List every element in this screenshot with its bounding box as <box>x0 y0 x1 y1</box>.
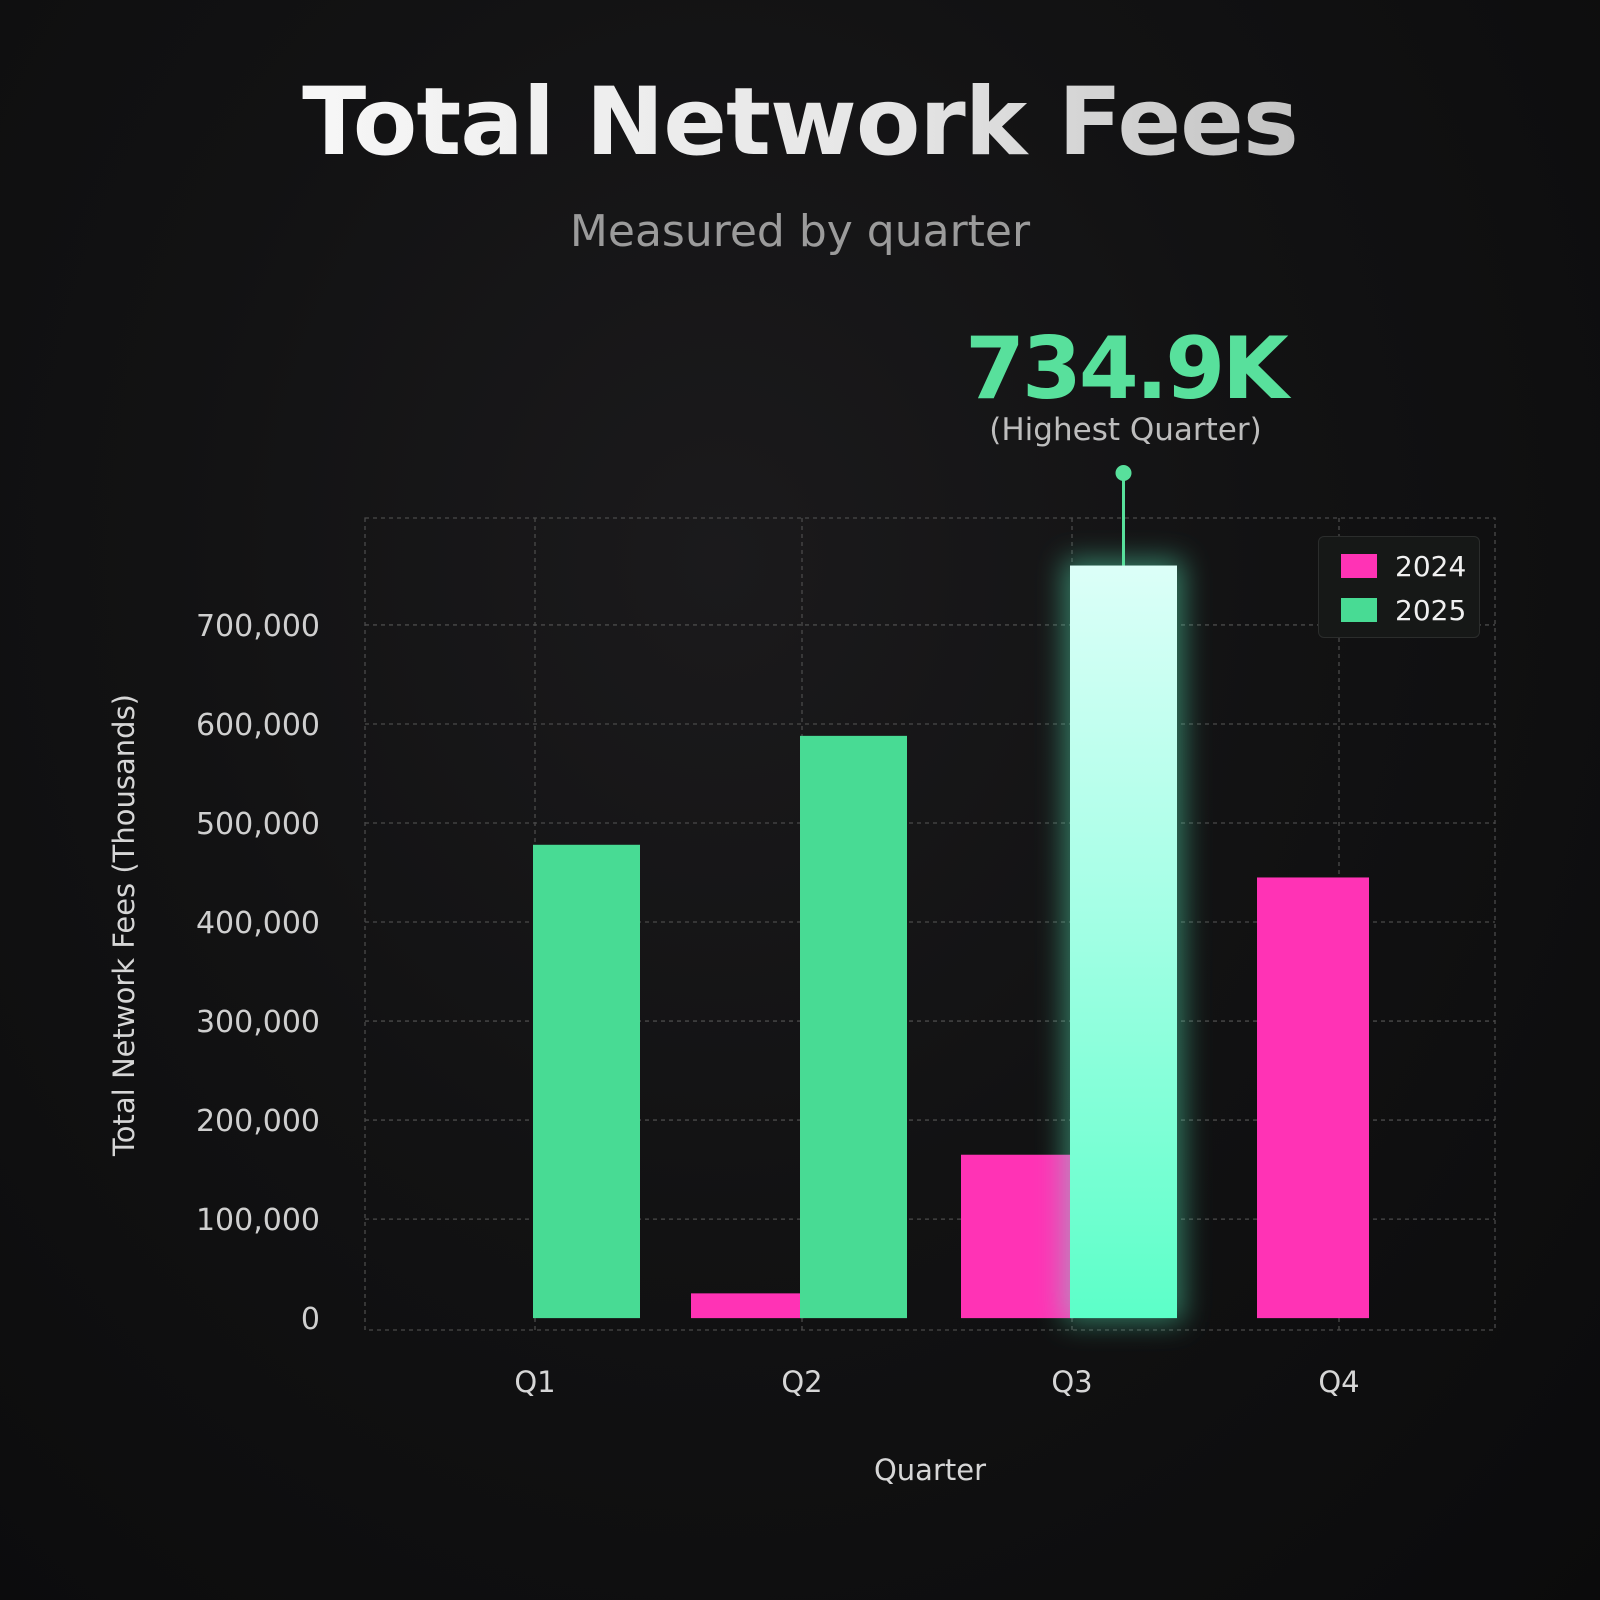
legend-item-2024: 2024 <box>1341 549 1467 583</box>
legend-swatch-2025 <box>1341 598 1377 622</box>
highlight-value: 734.9K <box>965 319 1292 419</box>
bar-2025-q2 <box>800 735 907 1319</box>
x-tick-label-q1: Q1 <box>514 1365 555 1399</box>
axis-labels: 0 100,000 200,000 300,000 400,000 500,000 600,… <box>107 609 1360 1487</box>
y-tick-label-3: 300,000 <box>196 1005 320 1040</box>
bar-2024-q2 <box>691 1293 804 1319</box>
x-tick-label-q2: Q2 <box>781 1365 822 1399</box>
y-axis-title: Total Network Fees (Thousands) <box>107 694 141 1157</box>
bar-2025-q3 <box>1070 565 1177 1319</box>
y-tick-label-6: 600,000 <box>196 708 320 743</box>
legend-item-2025: 2025 <box>1341 593 1467 627</box>
y-tick-label-2: 200,000 <box>196 1104 320 1139</box>
highlight-caption: (Highest Quarter) <box>989 412 1261 448</box>
chart-subtitle: Measured by quarter <box>569 206 1031 257</box>
bars <box>533 559 1369 1323</box>
plot-frame <box>364 517 1496 1331</box>
y-tick-label-4: 400,000 <box>196 906 320 941</box>
y-tick-label-1: 100,000 <box>196 1203 320 1238</box>
y-tick-label-7: 700,000 <box>196 609 320 644</box>
y-tick-label-0: 0 <box>301 1302 320 1337</box>
legend-label-2025: 2025 <box>1395 593 1467 627</box>
highlight-annotation: 734.9K(Highest Quarter) <box>965 319 1295 566</box>
x-tick-label-q3: Q3 <box>1051 1365 1092 1399</box>
x-tick-label-q4: Q4 <box>1318 1365 1359 1399</box>
bar-2024-q3 <box>961 1154 1074 1319</box>
legend-swatch-2024 <box>1341 554 1377 578</box>
legend: 2024 2025 <box>1318 536 1480 638</box>
grid <box>364 517 1496 1331</box>
chart-title: Total Network Fees <box>0 68 1600 177</box>
y-tick-label-5: 500,000 <box>196 807 320 842</box>
x-axis-title: Quarter <box>874 1453 986 1487</box>
highlight-pointer-dot <box>1115 465 1132 481</box>
bar-2025-q1 <box>533 844 640 1319</box>
legend-label-2024: 2024 <box>1395 549 1467 583</box>
bar-2024-q4 <box>1257 877 1369 1319</box>
